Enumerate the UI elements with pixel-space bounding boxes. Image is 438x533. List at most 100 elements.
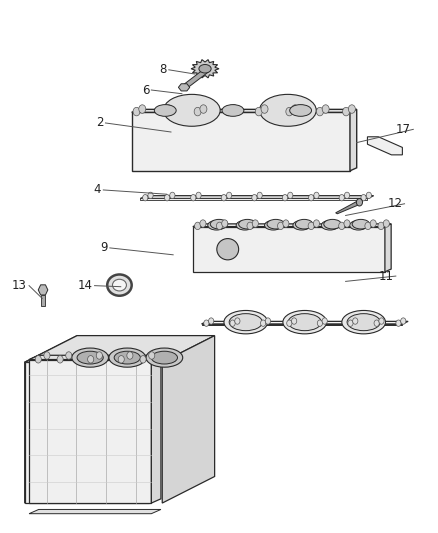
Polygon shape — [178, 84, 190, 91]
Circle shape — [191, 195, 196, 201]
Circle shape — [261, 320, 266, 326]
Circle shape — [322, 105, 329, 114]
Polygon shape — [336, 200, 360, 214]
Ellipse shape — [222, 104, 244, 116]
Ellipse shape — [199, 64, 211, 73]
Circle shape — [339, 195, 344, 201]
Circle shape — [257, 192, 262, 199]
Ellipse shape — [347, 313, 380, 330]
Circle shape — [286, 107, 293, 116]
Circle shape — [261, 105, 268, 114]
Circle shape — [44, 352, 50, 359]
Polygon shape — [25, 336, 215, 362]
Ellipse shape — [324, 220, 341, 229]
Polygon shape — [141, 196, 374, 198]
Polygon shape — [29, 510, 161, 514]
Ellipse shape — [342, 310, 385, 334]
Ellipse shape — [163, 94, 220, 126]
Circle shape — [230, 320, 235, 326]
Ellipse shape — [239, 220, 256, 229]
Circle shape — [339, 222, 345, 230]
Polygon shape — [38, 285, 48, 295]
Circle shape — [143, 195, 148, 201]
Ellipse shape — [146, 348, 183, 367]
Circle shape — [353, 318, 358, 324]
Circle shape — [96, 352, 102, 359]
Circle shape — [348, 320, 353, 326]
Circle shape — [283, 195, 288, 201]
Circle shape — [379, 318, 384, 324]
Circle shape — [383, 220, 389, 227]
Circle shape — [204, 320, 209, 326]
Ellipse shape — [154, 104, 176, 116]
Ellipse shape — [217, 239, 239, 260]
Circle shape — [159, 107, 166, 116]
Ellipse shape — [236, 221, 254, 230]
Circle shape — [225, 107, 232, 116]
Text: 11: 11 — [378, 270, 394, 282]
Circle shape — [365, 222, 371, 230]
Circle shape — [317, 320, 322, 326]
Ellipse shape — [151, 351, 177, 364]
Text: 12: 12 — [387, 197, 403, 211]
Text: 9: 9 — [100, 241, 108, 254]
Circle shape — [148, 352, 155, 359]
Polygon shape — [191, 60, 219, 78]
Ellipse shape — [259, 94, 316, 126]
Circle shape — [200, 105, 207, 114]
Text: 13: 13 — [12, 279, 27, 292]
Circle shape — [133, 107, 140, 116]
Circle shape — [288, 192, 293, 199]
Text: 6: 6 — [141, 84, 149, 96]
Polygon shape — [193, 224, 391, 227]
Circle shape — [208, 318, 214, 324]
Circle shape — [316, 107, 323, 116]
Circle shape — [357, 199, 363, 206]
Ellipse shape — [295, 220, 313, 229]
Polygon shape — [350, 109, 357, 171]
Circle shape — [344, 220, 350, 227]
Ellipse shape — [113, 279, 127, 291]
Ellipse shape — [229, 313, 262, 330]
Circle shape — [265, 318, 271, 324]
Polygon shape — [385, 224, 391, 272]
Ellipse shape — [107, 274, 132, 296]
Polygon shape — [25, 336, 77, 503]
Circle shape — [292, 105, 299, 114]
Circle shape — [194, 222, 201, 230]
Circle shape — [396, 320, 401, 326]
Polygon shape — [41, 295, 45, 306]
Ellipse shape — [224, 310, 268, 334]
Polygon shape — [29, 356, 161, 360]
Circle shape — [378, 222, 384, 230]
Ellipse shape — [109, 348, 145, 367]
Circle shape — [308, 195, 314, 201]
Ellipse shape — [267, 220, 285, 229]
Circle shape — [165, 105, 172, 114]
Ellipse shape — [114, 351, 140, 364]
Circle shape — [247, 222, 253, 230]
Circle shape — [308, 222, 314, 230]
Circle shape — [194, 107, 201, 116]
Circle shape — [252, 220, 258, 227]
Polygon shape — [201, 324, 403, 325]
Polygon shape — [141, 198, 367, 200]
Circle shape — [139, 105, 146, 114]
Circle shape — [118, 356, 124, 363]
Ellipse shape — [208, 221, 225, 230]
Circle shape — [344, 192, 350, 199]
Circle shape — [292, 318, 297, 324]
Ellipse shape — [283, 310, 327, 334]
Text: 4: 4 — [94, 183, 101, 197]
Polygon shape — [183, 68, 208, 90]
Circle shape — [57, 356, 63, 363]
Circle shape — [230, 105, 237, 114]
Circle shape — [35, 356, 41, 363]
Polygon shape — [162, 336, 215, 503]
Circle shape — [314, 192, 319, 199]
Circle shape — [148, 192, 153, 199]
Polygon shape — [132, 112, 350, 171]
Ellipse shape — [352, 220, 370, 229]
Circle shape — [196, 192, 201, 199]
Circle shape — [66, 352, 72, 359]
